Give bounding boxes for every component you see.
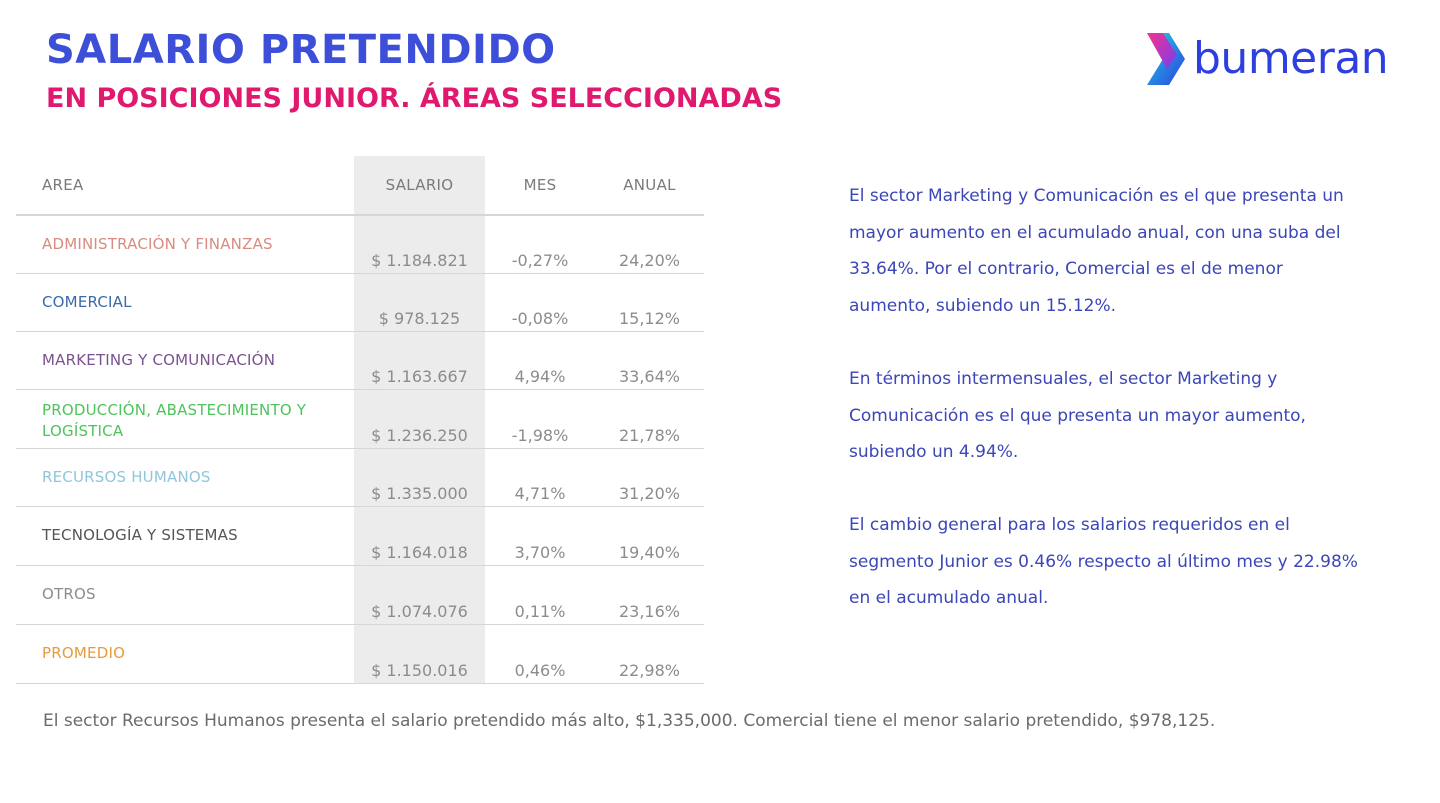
analysis-paragraph-monthly: En términos intermensuales, el sector Ma…: [849, 369, 1306, 462]
area-label: COMERCIAL: [42, 293, 132, 311]
salario-value: $ 1.335.000: [371, 484, 468, 503]
bumeran-logo: bumeran: [1143, 28, 1389, 90]
mes-value: -0,08%: [511, 309, 569, 328]
analysis-paragraph-annual: El sector Marketing y Comunicación es el…: [849, 186, 1344, 316]
table-header-row: AREA SALARIO MES ANUAL: [16, 156, 704, 216]
anual-value: 19,40%: [618, 543, 680, 562]
anual-value: 15,12%: [618, 309, 680, 328]
mes-value: 0,46%: [514, 661, 566, 680]
anual-value: 33,64%: [618, 367, 680, 386]
table-row: MARKETING Y COMUNICACIÓN $ 1.163.667 4,9…: [16, 332, 704, 390]
header-area: AREA: [42, 176, 84, 194]
header-salario: SALARIO: [385, 176, 454, 194]
table-row: OTROS $ 1.074.076 0,11% 23,16%: [16, 566, 704, 625]
anual-value: 21,78%: [618, 426, 680, 445]
area-label: TECNOLOGÍA Y SISTEMAS: [42, 526, 238, 544]
anual-value: 22,98%: [618, 661, 680, 680]
table-row: RECURSOS HUMANOS $ 1.335.000 4,71% 31,20…: [16, 449, 704, 507]
table-row: TECNOLOGÍA Y SISTEMAS $ 1.164.018 3,70% …: [16, 507, 704, 566]
mes-value: -1,98%: [511, 426, 569, 445]
anual-value: 23,16%: [618, 602, 680, 621]
area-label: PRODUCCIÓN, ABASTECIMIENTO Y LOGÍSTICA: [42, 401, 307, 440]
bumeran-chevron-logo-icon: [1147, 33, 1185, 85]
mes-value: 3,70%: [514, 543, 566, 562]
table-row: ADMINISTRACIÓN Y FINANZAS $ 1.184.821 -0…: [16, 216, 704, 274]
table-row: PROMEDIO $ 1.150.016 0,46% 22,98%: [16, 625, 704, 684]
salary-table: AREA SALARIO MES ANUAL ADMINISTRACIÓN Y …: [16, 156, 704, 684]
area-label: MARKETING Y COMUNICACIÓN: [42, 351, 276, 369]
salario-value: $ 1.150.016: [371, 661, 468, 680]
table-row: PRODUCCIÓN, ABASTECIMIENTO Y LOGÍSTICA $…: [16, 390, 704, 449]
salario-value: $ 978.125: [378, 309, 461, 328]
header-mes: MES: [523, 176, 557, 194]
mes-value: -0,27%: [511, 251, 569, 270]
analysis-paragraph-general: El cambio general para los salarios requ…: [849, 515, 1358, 608]
salario-value: $ 1.164.018: [371, 543, 468, 562]
header-anual: ANUAL: [623, 176, 676, 194]
area-label: ADMINISTRACIÓN Y FINANZAS: [42, 235, 273, 253]
area-label: OTROS: [42, 585, 96, 603]
salario-value: $ 1.074.076: [371, 602, 468, 621]
logo-wordmark: bumeran: [1193, 33, 1389, 84]
salary-column-highlight: [354, 156, 485, 684]
mes-value: 0,11%: [514, 602, 566, 621]
area-label: PROMEDIO: [42, 644, 126, 662]
mes-value: 4,71%: [514, 484, 566, 503]
anual-value: 31,20%: [618, 484, 680, 503]
page-title: SALARIO PRETENDIDO: [46, 27, 556, 73]
page-subtitle: EN POSICIONES JUNIOR. ÁREAS SELECCIONADA…: [46, 83, 783, 114]
salario-value: $ 1.163.667: [371, 367, 468, 386]
area-label: RECURSOS HUMANOS: [42, 468, 211, 486]
salario-value: $ 1.184.821: [371, 251, 468, 270]
salario-value: $ 1.236.250: [371, 426, 468, 445]
footer-note: El sector Recursos Humanos presenta el s…: [43, 711, 1216, 731]
anual-value: 24,20%: [618, 251, 680, 270]
mes-value: 4,94%: [514, 367, 566, 386]
table-row: COMERCIAL $ 978.125 -0,08% 15,12%: [16, 274, 704, 332]
